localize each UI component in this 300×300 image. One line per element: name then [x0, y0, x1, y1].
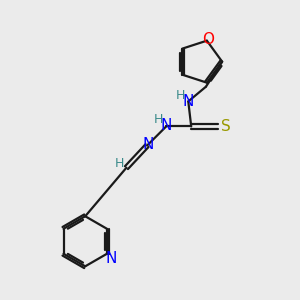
- Text: N: N: [160, 118, 172, 134]
- Text: S: S: [221, 119, 231, 134]
- Text: N: N: [143, 136, 154, 152]
- Text: N: N: [106, 251, 117, 266]
- Text: N: N: [183, 94, 194, 109]
- Text: H: H: [175, 89, 185, 102]
- Text: H: H: [153, 113, 163, 127]
- Text: O: O: [202, 32, 214, 47]
- Text: H: H: [114, 157, 124, 170]
